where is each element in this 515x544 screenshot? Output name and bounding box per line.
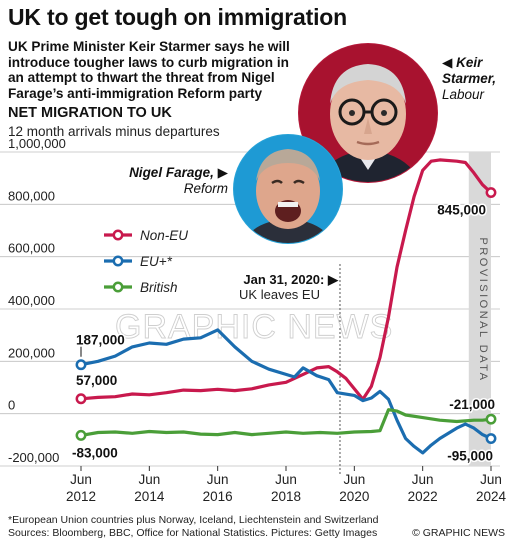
watermark-text: GRAPHIC NEWS [115,308,393,346]
y-tick-label: 600,000 [8,241,55,256]
series-endpoint-1-1 [485,433,497,444]
x-tick-month: Jun [207,472,229,487]
y-tick-label: 400,000 [8,293,55,308]
footnote: *European Union countries plus Norway, I… [8,514,508,540]
legend-label-1: EU+* [140,254,173,269]
section-subtitle: 12 month arrivals minus departures [8,124,220,139]
series-endpoint-2-1 [485,413,497,425]
x-tick-year: 2014 [134,489,165,504]
legend-marker-0 [112,229,124,241]
legend-layer: Non-EU EU+* British [104,228,188,295]
value-label: 845,000 [437,203,486,218]
legend-label-2: British [140,280,178,295]
starmer-name: Keir [456,55,483,70]
starmer-label: ◀ Keir Starmer, Labour [442,55,496,103]
provisional-band [468,152,491,466]
value-label: -95,000 [447,449,493,464]
legend-marker-2 [112,281,124,293]
y-tick-label: 200,000 [8,345,55,360]
watermark-layer: GRAPHIC NEWS [115,308,393,347]
series-endpoint-0-0 [75,393,87,405]
y-tick-label: 1,000,000 [8,136,66,151]
farage-arrow-icon: ▶ [217,165,228,180]
chart-title: UK to get tough on immigration [8,4,347,30]
starmer-photo [297,42,439,184]
starmer-party: Labour [442,87,485,102]
y-tick-label: 800,000 [8,188,55,203]
chart-subtitle: UK Prime Minister Keir Starmer says he w… [8,39,290,101]
x-tick-month: Jun [412,472,434,487]
provisional-band-layer: PROVISIONAL DATA [468,152,491,466]
farage-name: Nigel Farage, [129,165,214,180]
x-tick-month: Jun [138,472,160,487]
axis-layer: 1,000,000 800,000 600,000 400,000 200,000 0 -2… [8,136,507,504]
series-endpoint-0-1 [485,187,497,199]
x-tick-month: Jun [70,472,92,487]
footnote-sources: Sources: Bloomberg, BBC, Office for Nati… [8,527,378,539]
x-tick-year: 2018 [271,489,301,504]
x-tick-year: 2024 [476,489,507,504]
brexit-date: Jan 31, 2020: ▶ [243,272,339,287]
series-endpoint-1-0 [75,359,87,371]
x-tick-month: Jun [480,472,502,487]
series-line-0 [79,158,493,401]
starmer-arrow-icon: ◀ [442,55,453,70]
series-layer [75,158,497,455]
series-endpoint-2-0 [75,429,87,441]
x-tick-year: 2016 [203,489,233,504]
legend-marker-1 [112,255,124,267]
value-label: 187,000 [76,333,125,348]
value-label: 57,000 [76,373,117,388]
x-tick-year: 2022 [408,489,438,504]
footnote-note: *European Union countries plus Norway, I… [8,514,379,526]
x-tick-year: 2020 [339,489,369,504]
value-label: -21,000 [449,397,495,412]
label-layer: Jan 31, 2020: ▶UK leaves EU 57,000 845,000… [71,201,497,465]
provisional-label: PROVISIONAL DATA [477,238,489,383]
series-line-2 [79,408,493,437]
section-title: NET MIGRATION TO UK [8,105,172,121]
y-tick-label: 0 [8,398,15,413]
farage-party: Reform [183,181,228,196]
farage-photo [232,133,344,245]
starmer-name-line2: Starmer, [442,71,497,86]
credit: © GRAPHIC NEWS [412,527,505,539]
x-tick-month: Jun [343,472,365,487]
series-line-1 [79,328,493,455]
x-tick-month: Jun [275,472,297,487]
farage-label: Nigel Farage, ▶ Reform [100,165,228,197]
y-tick-label: -200,000 [8,450,59,465]
value-label: -83,000 [72,445,118,460]
brexit-text: UK leaves EU [239,287,320,302]
x-tick-year: 2012 [66,489,96,504]
legend-label-0: Non-EU [140,228,188,243]
